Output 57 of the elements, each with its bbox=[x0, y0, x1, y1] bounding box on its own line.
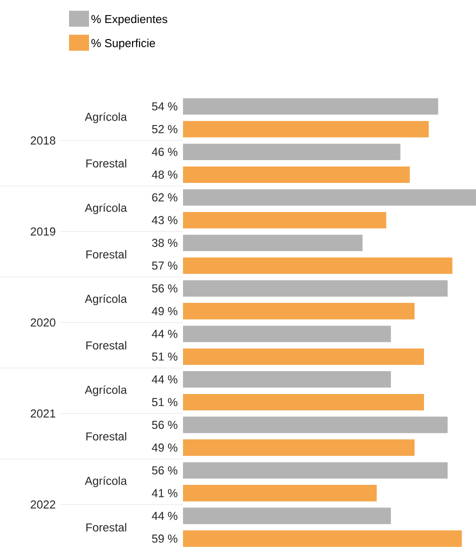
data-label: 49 % bbox=[152, 307, 178, 316]
data-label: 57 % bbox=[152, 262, 178, 270]
y-tick-label: Agrícola bbox=[84, 112, 127, 124]
data-label: 44 % bbox=[152, 512, 178, 520]
text: 2022 bbox=[30, 500, 56, 509]
bar bbox=[182, 326, 391, 342]
legend-label: % Expedientes bbox=[91, 14, 168, 26]
data-label: 43 % bbox=[152, 216, 178, 224]
text: 2020 bbox=[30, 318, 56, 327]
bar bbox=[182, 394, 424, 410]
text: 2019 bbox=[30, 227, 56, 236]
bar bbox=[182, 166, 410, 183]
bar bbox=[182, 508, 391, 524]
data-label: 62 % bbox=[152, 193, 178, 202]
bar bbox=[182, 189, 476, 206]
bar bbox=[182, 98, 438, 115]
data-label: 44 % bbox=[152, 330, 178, 338]
bar bbox=[182, 484, 377, 502]
bar bbox=[182, 212, 386, 228]
bar bbox=[182, 257, 452, 274]
bar bbox=[182, 280, 448, 297]
data-label: 51 % bbox=[152, 398, 178, 406]
text: 2021 bbox=[30, 409, 56, 418]
data-label: 51 % bbox=[152, 352, 178, 361]
data-label: 52 % bbox=[152, 125, 178, 134]
y-tick-label: Forestal bbox=[86, 341, 126, 350]
bar bbox=[182, 416, 448, 434]
data-label: 49 % bbox=[152, 444, 178, 452]
text: 2018 bbox=[30, 136, 56, 145]
y-tick-label: Agrícola bbox=[84, 476, 127, 488]
bar bbox=[182, 530, 462, 547]
y-tick-label: Forestal bbox=[86, 250, 126, 258]
bar bbox=[182, 234, 363, 252]
data-label: 41 % bbox=[152, 489, 178, 498]
data-label: 56 % bbox=[152, 466, 178, 474]
bar bbox=[182, 439, 415, 456]
y-tick-label: Forestal bbox=[86, 159, 126, 168]
y-tick-label: Agrícola bbox=[84, 203, 127, 214]
data-label: 38 % bbox=[152, 238, 178, 247]
legend-label: % Superficie bbox=[91, 38, 156, 50]
data-label: 48 % bbox=[152, 170, 178, 179]
bar bbox=[182, 120, 429, 138]
data-label: 46 % bbox=[152, 148, 178, 156]
bar bbox=[182, 462, 448, 479]
y-tick-label: Agrícola bbox=[84, 294, 127, 306]
bar bbox=[182, 371, 391, 388]
y-tick-label: Forestal bbox=[86, 432, 126, 440]
data-label: 59 % bbox=[152, 534, 178, 543]
data-label: 56 % bbox=[152, 420, 178, 429]
data-label: 44 % bbox=[152, 375, 178, 384]
y-tick-label: Agrícola bbox=[84, 385, 127, 396]
bar bbox=[182, 302, 415, 320]
data-label: 56 % bbox=[152, 284, 178, 292]
bar bbox=[182, 144, 400, 160]
data-label: 54 % bbox=[152, 102, 178, 110]
bar bbox=[182, 348, 424, 365]
y-tick-label: Forestal bbox=[86, 523, 126, 532]
